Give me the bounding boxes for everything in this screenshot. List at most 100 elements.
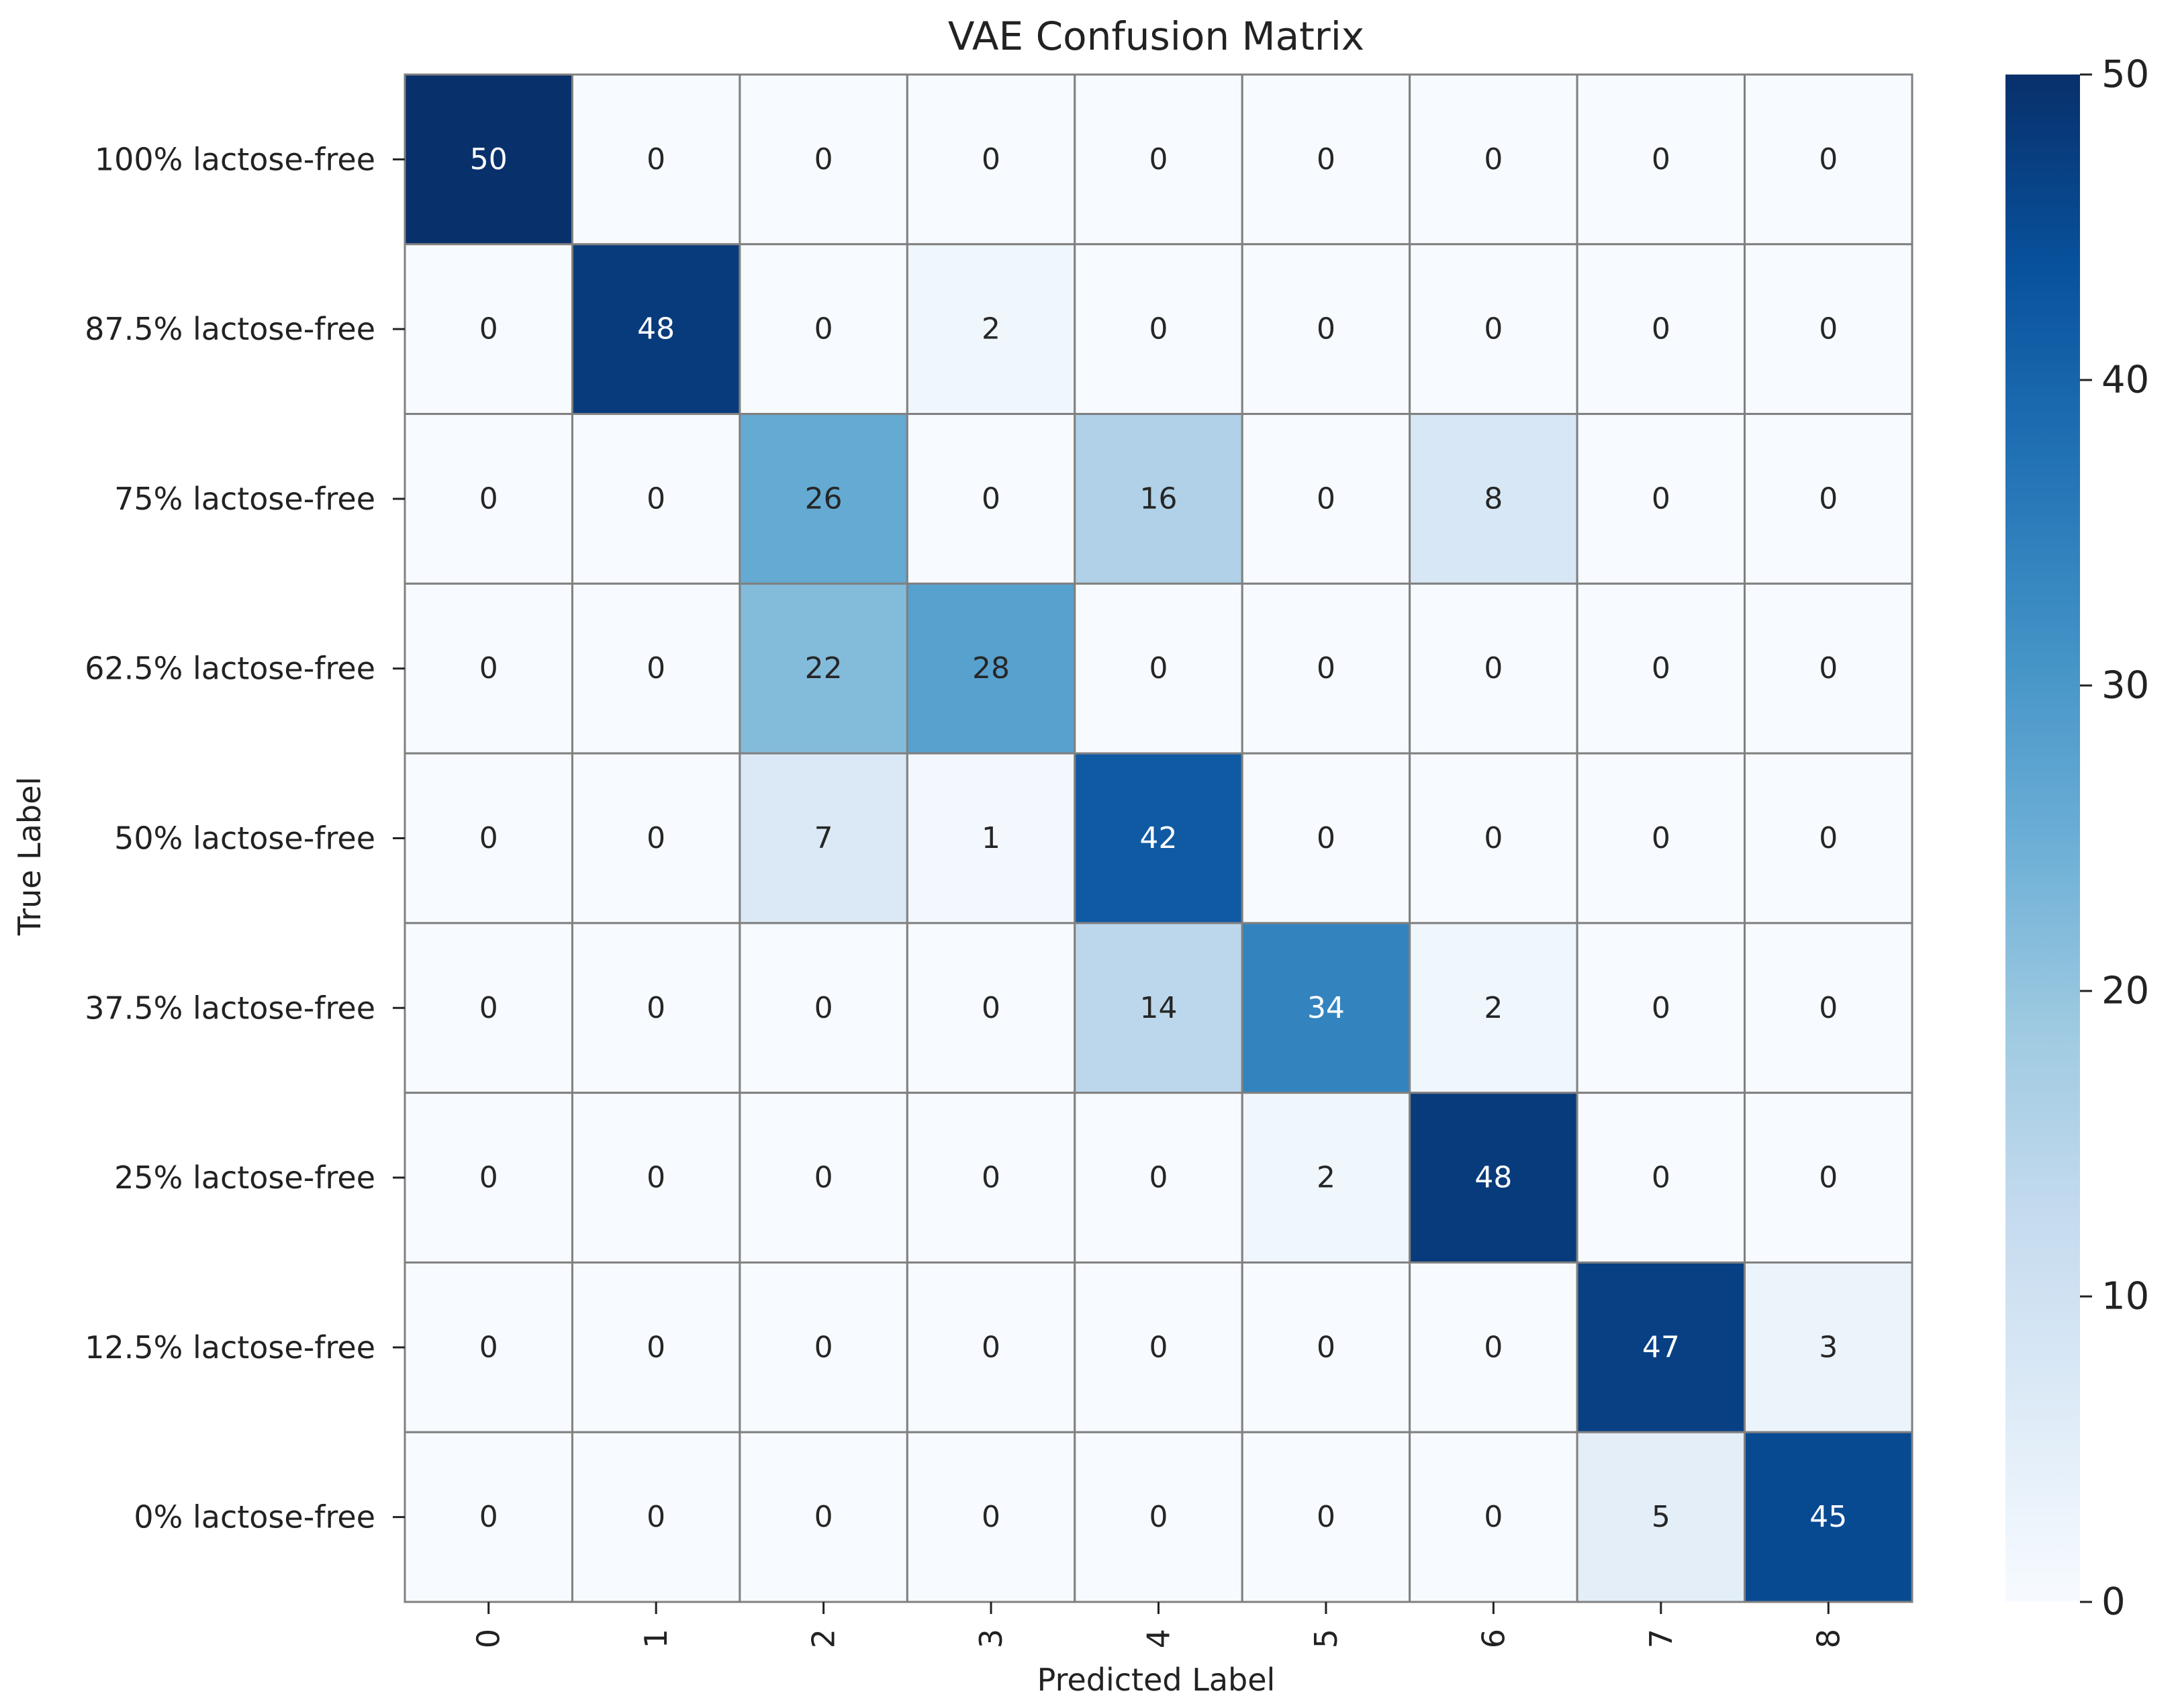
heatmap-cell — [906, 922, 1076, 1094]
heatmap-cell — [404, 1431, 573, 1603]
cell-value-label: 0 — [479, 821, 498, 855]
cell-value-label: 0 — [1149, 142, 1168, 177]
cell-value-label: 0 — [814, 1161, 833, 1195]
heatmap-cell — [1744, 413, 1913, 585]
cell-value-label: 0 — [1149, 312, 1168, 346]
cell-value-label: 0 — [1484, 1330, 1503, 1364]
cell-value-label: 0 — [814, 142, 833, 177]
cell-value-label: 0 — [1652, 312, 1670, 346]
cell-value-label: 0 — [982, 991, 1000, 1025]
cell-value-label: 0 — [982, 1161, 1000, 1195]
cell-value-label: 0 — [1149, 1500, 1168, 1534]
cell-value-label: 0 — [1819, 651, 1838, 685]
heatmap-cell — [739, 752, 908, 924]
cell-value-label: 0 — [1652, 651, 1670, 685]
heatmap-cell — [404, 752, 573, 924]
heatmap-cell — [404, 413, 573, 585]
cell-value-label: 16 — [1140, 481, 1178, 516]
cell-value-label: 0 — [1317, 821, 1335, 855]
heatmap-cell — [1074, 413, 1243, 585]
cell-value-label: 42 — [1140, 821, 1178, 855]
cell-value-label: 0 — [1149, 651, 1168, 685]
cell-value-label: 0 — [647, 1500, 665, 1534]
heatmap-cell — [571, 73, 741, 246]
cell-value-label: 0 — [479, 1330, 498, 1364]
cell-value-label: 1 — [982, 821, 1000, 855]
heatmap-cell — [1409, 1092, 1578, 1264]
heatmap-cell — [1409, 1431, 1578, 1603]
cell-value-label: 0 — [1652, 1161, 1670, 1195]
cell-value-label: 2 — [1317, 1161, 1335, 1195]
cell-value-label: 3 — [1819, 1330, 1838, 1364]
heatmap-cell — [404, 1261, 573, 1433]
cell-value-label: 2 — [1484, 991, 1503, 1025]
colorbar-tick-label: 30 — [2101, 664, 2149, 708]
x-tick-label: 4 — [1141, 1629, 1177, 1648]
y-tick-label: 12.5% lactose-free — [85, 1329, 375, 1366]
x-tick-label: 3 — [973, 1629, 1009, 1648]
x-tick-label: 2 — [806, 1629, 842, 1648]
heatmap-cell — [906, 752, 1076, 924]
cell-value-label: 0 — [1819, 821, 1838, 855]
heatmap-cell — [1241, 752, 1411, 924]
colorbar-ticks: 0 10 20 30 40 50 — [2080, 53, 2149, 1624]
colorbar-tick-label: 40 — [2101, 359, 2149, 402]
heatmap-cell — [571, 1431, 741, 1603]
cell-value-label: 0 — [647, 1161, 665, 1195]
cell-value-label: 0 — [1149, 1161, 1168, 1195]
heatmap-cell — [1074, 1431, 1243, 1603]
cell-value-label: 50 — [470, 142, 508, 177]
heatmap-cell — [1074, 73, 1243, 246]
heatmap-cell — [1074, 1092, 1243, 1264]
cell-value-label: 0 — [1149, 1330, 1168, 1364]
y-tick-label: 75% lactose-free — [114, 481, 375, 517]
colorbar — [2005, 75, 2080, 1602]
cell-value-label: 0 — [1317, 1500, 1335, 1534]
cell-value-label: 0 — [1819, 481, 1838, 516]
y-tick-label: 37.5% lactose-free — [85, 990, 375, 1026]
cell-value-label: 0 — [647, 821, 665, 855]
cell-value-label: 5 — [1652, 1500, 1670, 1534]
x-tick-label: 8 — [1810, 1629, 1846, 1648]
cell-value-label: 0 — [647, 142, 665, 177]
cell-value-label: 0 — [1484, 312, 1503, 346]
cell-value-label: 0 — [1652, 991, 1670, 1025]
heatmap-cell — [1241, 73, 1411, 246]
cell-value-label: 0 — [1819, 142, 1838, 177]
heatmap-cell — [1074, 1261, 1243, 1433]
heatmap-cell — [1409, 1261, 1578, 1433]
heatmap-cell — [1409, 413, 1578, 585]
cell-value-label: 0 — [479, 481, 498, 516]
heatmap-cell — [739, 1261, 908, 1433]
cell-value-label: 0 — [814, 991, 833, 1025]
cell-value-label: 0 — [479, 1500, 498, 1534]
heatmap-cell — [739, 1431, 908, 1603]
cell-value-label: 0 — [814, 1330, 833, 1364]
heatmap-cell — [571, 582, 741, 755]
heatmap-cell — [1744, 582, 1913, 755]
cell-value-label: 0 — [479, 1161, 498, 1195]
cell-value-label: 0 — [1317, 142, 1335, 177]
y-tick-label: 100% lactose-free — [95, 141, 375, 177]
heatmap-cell — [1744, 922, 1913, 1094]
y-tick-label: 62.5% lactose-free — [85, 651, 375, 687]
heatmap-cell — [1074, 243, 1243, 416]
cell-value-label: 0 — [1819, 1161, 1838, 1195]
cell-value-label: 0 — [1652, 481, 1670, 516]
heatmap-cell — [906, 1431, 1076, 1603]
cell-value-label: 0 — [1484, 1500, 1503, 1534]
cell-value-label: 0 — [647, 1330, 665, 1364]
x-tick-label: 1 — [638, 1629, 674, 1648]
heatmap-cell — [739, 922, 908, 1094]
heatmap-cell — [571, 413, 741, 585]
cell-value-label: 0 — [1317, 312, 1335, 346]
heatmap-cell — [906, 73, 1076, 246]
heatmap-cell — [906, 243, 1076, 416]
heatmap-cell — [739, 73, 908, 246]
cell-value-label: 7 — [814, 821, 833, 855]
colorbar-tick-label: 10 — [2101, 1275, 2149, 1319]
cell-value-label: 0 — [1819, 991, 1838, 1025]
x-axis-title: Predicted Label — [1037, 1662, 1276, 1698]
x-tick-label: 6 — [1475, 1629, 1511, 1648]
